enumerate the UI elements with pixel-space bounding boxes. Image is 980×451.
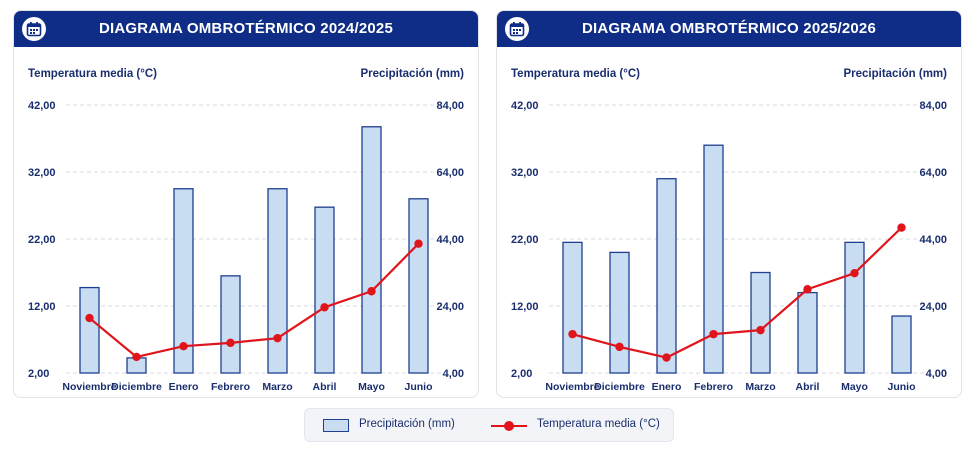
precip-bar	[79, 286, 100, 374]
right-tick-label: 4,00	[443, 368, 464, 380]
right-tick-label: 44,00	[919, 234, 947, 246]
temp-point	[414, 239, 423, 248]
temp-point	[85, 313, 94, 323]
right-tick-label: 84,00	[919, 100, 947, 112]
legend-precip-swatch	[323, 419, 349, 432]
x-tick-label: Abril	[796, 381, 820, 393]
precip-bar	[609, 251, 630, 374]
x-tick-label: Junio	[888, 381, 916, 393]
panel-header: DIAGRAMA OMBROTÉRMICO 2025/2026	[497, 11, 961, 47]
x-tick-label: Enero	[652, 381, 682, 393]
legend-precip-label: Precipitación (mm)	[359, 418, 455, 430]
chart-title: DIAGRAMA OMBROTÉRMICO 2025/2026	[581, 20, 877, 37]
x-tick-label: Febrero	[694, 381, 733, 393]
temp-point	[273, 333, 282, 343]
x-tick-label: Diciembre	[594, 381, 645, 393]
temp-point	[226, 338, 235, 348]
x-tick-label: Noviembre	[545, 381, 599, 393]
x-tick-label: Mayo	[841, 381, 868, 393]
right-tick-label: 64,00	[436, 167, 464, 179]
chart-legend: Precipitación (mm) Temperatura media (°C…	[304, 408, 674, 442]
legend-temp-label: Temperatura media (°C)	[537, 418, 660, 430]
precip-bar	[844, 241, 865, 374]
calendar-icon	[505, 17, 529, 41]
temp-point	[320, 303, 329, 312]
precip-bar	[891, 315, 912, 374]
precip-bar	[408, 198, 429, 374]
precip-bar	[797, 291, 818, 374]
legend-temp-marker	[504, 421, 514, 431]
left-tick-label: 22,00	[511, 234, 539, 246]
left-tick-label: 2,00	[511, 368, 532, 380]
temp-point	[662, 353, 671, 362]
temp-line	[88, 242, 420, 359]
x-tick-label: Diciembre	[111, 381, 162, 393]
precip-bar	[562, 241, 583, 374]
left-tick-label: 2,00	[28, 368, 49, 380]
right-axis-label: Precipitación (mm)	[843, 68, 947, 80]
left-axis-label: Temperatura media (°C)	[28, 68, 157, 80]
temp-point	[709, 329, 718, 339]
precip-bar	[361, 126, 382, 374]
precip-bar	[314, 206, 335, 374]
temp-point	[367, 287, 376, 296]
precip-bar	[703, 144, 724, 374]
left-tick-label: 32,00	[28, 167, 56, 179]
precip-bar	[173, 188, 194, 374]
temp-point	[132, 352, 141, 362]
left-tick-label: 32,00	[511, 167, 539, 179]
left-tick-label: 12,00	[28, 301, 56, 313]
temp-point	[803, 285, 812, 294]
x-tick-label: Febrero	[211, 381, 250, 393]
right-tick-label: 24,00	[919, 301, 947, 313]
x-tick-label: Marzo	[262, 381, 292, 393]
temp-point	[850, 268, 859, 278]
precip-bar	[220, 275, 241, 374]
calendar-icon	[22, 17, 46, 41]
right-axis-label: Precipitación (mm)	[360, 68, 464, 80]
left-axis-label: Temperatura media (°C)	[511, 68, 640, 80]
x-tick-label: Mayo	[358, 381, 385, 393]
temp-point	[615, 342, 624, 352]
temp-line	[572, 226, 903, 359]
left-tick-label: 12,00	[511, 301, 539, 313]
x-tick-label: Noviembre	[62, 381, 116, 393]
right-tick-label: 64,00	[919, 167, 947, 179]
chart-title: DIAGRAMA OMBROTÉRMICO 2024/2025	[98, 20, 394, 37]
temp-point	[897, 223, 906, 232]
precip-bar	[267, 188, 288, 374]
ombrothermic-chart: Temperatura media (°C) Precipitación (mm)…	[511, 68, 947, 393]
chart-panel-2025-2026: DIAGRAMA OMBROTÉRMICO 2025/2026 Temperat…	[496, 10, 962, 398]
temp-point	[568, 329, 577, 339]
temp-point	[756, 325, 765, 335]
panel-header: DIAGRAMA OMBROTÉRMICO 2024/2025	[14, 11, 478, 47]
x-tick-label: Enero	[169, 381, 199, 393]
left-tick-label: 22,00	[28, 234, 56, 246]
temp-point	[179, 342, 188, 351]
right-tick-label: 44,00	[436, 234, 464, 246]
x-tick-label: Abril	[313, 381, 337, 393]
precip-bar	[750, 271, 771, 374]
right-tick-label: 4,00	[926, 368, 947, 380]
x-tick-label: Marzo	[745, 381, 775, 393]
left-tick-label: 42,00	[511, 100, 539, 112]
precip-bar	[656, 178, 677, 374]
right-tick-label: 24,00	[436, 301, 464, 313]
left-tick-label: 42,00	[28, 100, 56, 112]
ombrothermic-chart: Temperatura media (°C) Precipitación (mm)…	[28, 68, 464, 393]
x-tick-label: Junio	[405, 381, 433, 393]
chart-panel-2024-2025: DIAGRAMA OMBROTÉRMICO 2024/2025 Temperat…	[13, 10, 479, 398]
right-tick-label: 84,00	[436, 100, 464, 112]
